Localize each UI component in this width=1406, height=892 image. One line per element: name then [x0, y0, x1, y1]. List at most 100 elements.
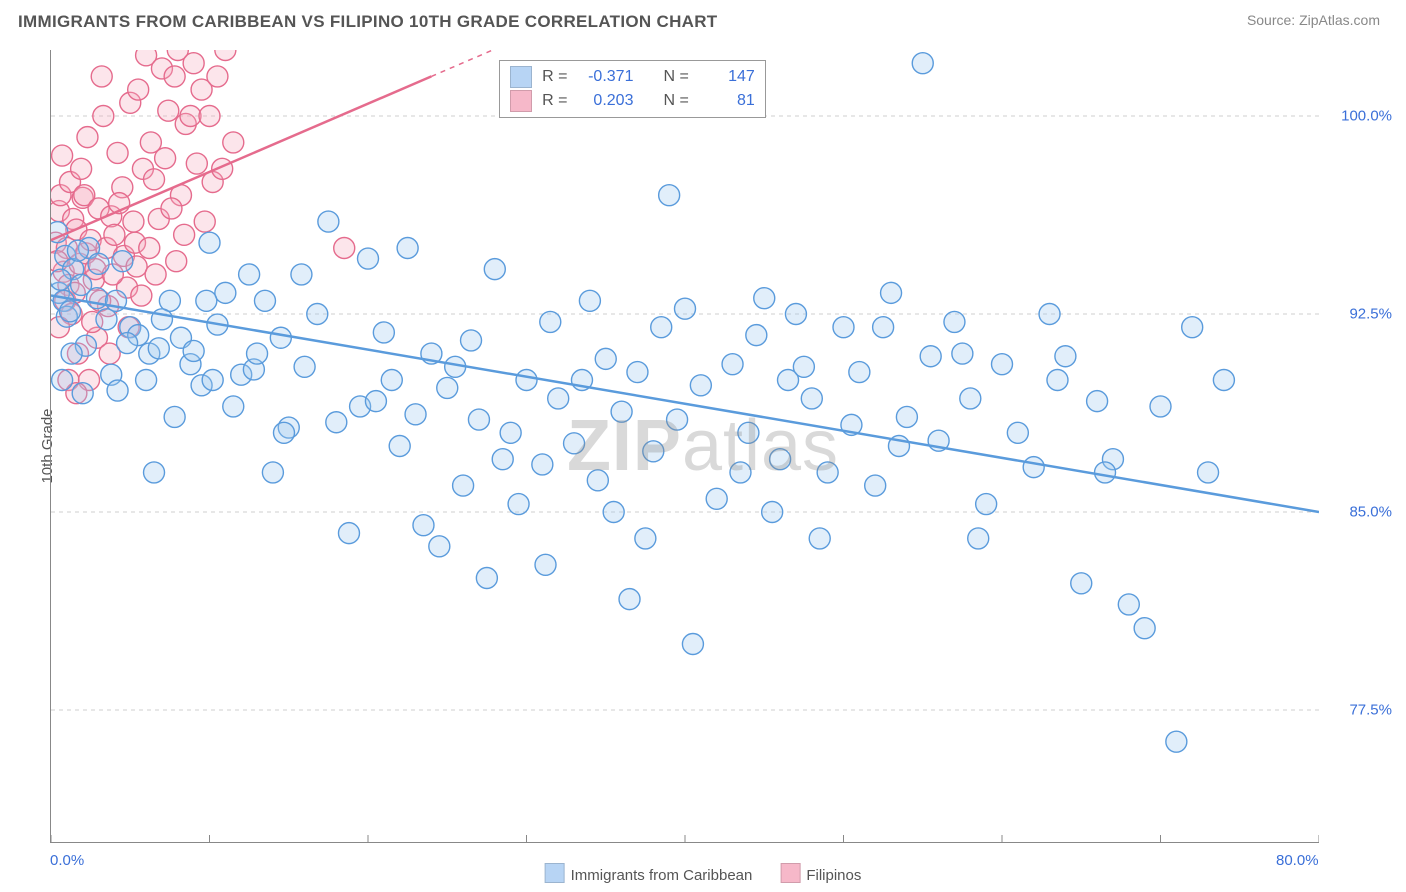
data-point-filipinos — [164, 66, 185, 87]
x-axis-max-label: 80.0% — [1276, 852, 1319, 869]
scatter-plot — [50, 50, 1319, 843]
data-point-filipinos — [158, 100, 179, 121]
data-point-caribbean — [535, 554, 556, 575]
data-point-caribbean — [254, 290, 275, 311]
y-tick-label: 100.0% — [1341, 108, 1392, 125]
data-point-caribbean — [294, 356, 315, 377]
data-point-caribbean — [944, 311, 965, 332]
data-point-filipinos — [91, 66, 112, 87]
data-point-caribbean — [215, 282, 236, 303]
chart-title: IMMIGRANTS FROM CARIBBEAN VS FILIPINO 10… — [18, 12, 717, 32]
data-point-caribbean — [1023, 457, 1044, 478]
data-point-caribbean — [60, 301, 81, 322]
data-point-caribbean — [1095, 462, 1116, 483]
r-label: R = — [542, 65, 567, 89]
data-point-caribbean — [865, 475, 886, 496]
data-point-caribbean — [548, 388, 569, 409]
data-point-caribbean — [318, 211, 339, 232]
data-point-caribbean — [579, 290, 600, 311]
legend-label: Filipinos — [806, 867, 861, 884]
data-point-caribbean — [540, 311, 561, 332]
x-axis-min-label: 0.0% — [50, 852, 84, 869]
y-tick-label: 92.5% — [1349, 306, 1392, 323]
data-point-caribbean — [1182, 317, 1203, 338]
data-point-caribbean — [1087, 391, 1108, 412]
data-point-caribbean — [247, 343, 268, 364]
data-point-caribbean — [809, 528, 830, 549]
data-point-caribbean — [817, 462, 838, 483]
data-point-caribbean — [262, 462, 283, 483]
data-point-caribbean — [1118, 594, 1139, 615]
data-point-filipinos — [186, 153, 207, 174]
data-point-caribbean — [785, 304, 806, 325]
data-point-caribbean — [112, 251, 133, 272]
data-point-filipinos — [104, 224, 125, 245]
data-point-caribbean — [516, 370, 537, 391]
data-point-filipinos — [166, 251, 187, 272]
data-point-caribbean — [107, 380, 128, 401]
y-tick-label: 77.5% — [1349, 702, 1392, 719]
legend-swatch — [780, 863, 800, 883]
data-point-caribbean — [992, 354, 1013, 375]
data-point-filipinos — [131, 285, 152, 306]
source-label: Source: — [1247, 12, 1295, 28]
data-point-caribbean — [675, 298, 696, 319]
series-legend: Immigrants from CaribbeanFilipinos — [545, 863, 862, 884]
data-point-caribbean — [667, 409, 688, 430]
data-point-caribbean — [587, 470, 608, 491]
data-point-filipinos — [334, 238, 355, 259]
data-point-caribbean — [920, 346, 941, 367]
data-point-caribbean — [136, 370, 157, 391]
data-point-filipinos — [139, 238, 160, 259]
data-point-caribbean — [373, 322, 394, 343]
n-value: 81 — [699, 89, 755, 113]
data-point-filipinos — [199, 106, 220, 127]
data-point-filipinos — [93, 106, 114, 127]
r-value: 0.203 — [577, 89, 633, 113]
data-point-caribbean — [793, 356, 814, 377]
data-point-caribbean — [453, 475, 474, 496]
data-point-caribbean — [603, 502, 624, 523]
data-point-filipinos — [52, 145, 73, 166]
data-point-caribbean — [1134, 618, 1155, 639]
data-point-caribbean — [952, 343, 973, 364]
legend-swatch — [510, 66, 532, 88]
data-point-caribbean — [754, 288, 775, 309]
data-point-caribbean — [338, 523, 359, 544]
data-point-filipinos — [107, 142, 128, 163]
r-label: R = — [542, 89, 567, 113]
data-point-caribbean — [199, 232, 220, 253]
data-point-caribbean — [52, 370, 73, 391]
data-point-caribbean — [849, 362, 870, 383]
data-point-caribbean — [1055, 346, 1076, 367]
data-point-caribbean — [682, 634, 703, 655]
data-point-caribbean — [1047, 370, 1068, 391]
data-point-caribbean — [722, 354, 743, 375]
source-name: ZipAtlas.com — [1299, 12, 1380, 28]
data-point-caribbean — [96, 309, 117, 330]
data-point-caribbean — [881, 282, 902, 303]
data-point-caribbean — [144, 462, 165, 483]
data-point-caribbean — [619, 589, 640, 610]
y-tick-label: 85.0% — [1349, 504, 1392, 521]
n-label: N = — [663, 89, 688, 113]
data-point-caribbean — [307, 304, 328, 325]
data-point-caribbean — [468, 409, 489, 430]
data-point-caribbean — [1150, 396, 1171, 417]
data-point-caribbean — [461, 330, 482, 351]
data-point-caribbean — [564, 433, 585, 454]
data-point-caribbean — [88, 253, 109, 274]
data-point-caribbean — [960, 388, 981, 409]
legend-item: Filipinos — [780, 863, 861, 884]
data-point-caribbean — [164, 406, 185, 427]
data-point-caribbean — [500, 422, 521, 443]
data-point-filipinos — [123, 211, 144, 232]
data-point-caribbean — [635, 528, 656, 549]
legend-swatch — [510, 90, 532, 112]
data-point-caribbean — [492, 449, 513, 470]
data-point-caribbean — [730, 462, 751, 483]
data-point-caribbean — [183, 340, 204, 361]
n-label: N = — [663, 65, 688, 89]
data-point-caribbean — [291, 264, 312, 285]
data-point-caribbean — [1039, 304, 1060, 325]
